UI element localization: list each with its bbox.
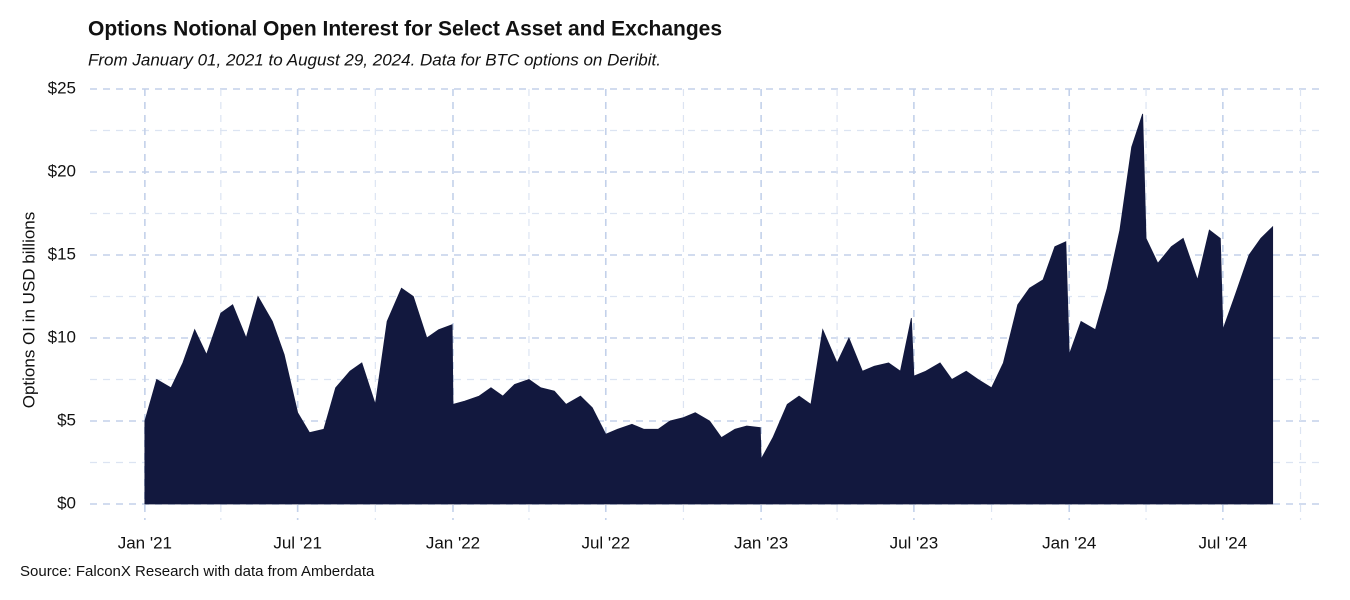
y-axis-label: Options OI in USD billions bbox=[19, 212, 38, 409]
y-tick-label: $15 bbox=[48, 244, 76, 263]
x-tick-label: Jan '23 bbox=[734, 533, 788, 552]
plot bbox=[144, 113, 1274, 505]
x-tick-label: Jan '24 bbox=[1042, 533, 1096, 552]
y-tick-label: $0 bbox=[57, 493, 76, 512]
x-tick-label: Jan '22 bbox=[426, 533, 480, 552]
x-tick-label: Jul '21 bbox=[273, 533, 322, 552]
source: Source: FalconX Research with data from … bbox=[20, 563, 375, 580]
y-tick-label: $5 bbox=[57, 410, 76, 429]
x-tick-label: Jul '24 bbox=[1199, 533, 1248, 552]
chart-subtitle: From January 01, 2021 to August 29, 2024… bbox=[88, 50, 661, 69]
x-tick-label: Jul '23 bbox=[890, 533, 939, 552]
y-tick-label: $25 bbox=[48, 78, 76, 97]
chart-title: Options Notional Open Interest for Selec… bbox=[88, 18, 722, 41]
area bbox=[144, 113, 1274, 505]
x-tick-label: Jan '21 bbox=[118, 533, 172, 552]
y-tick-label: $20 bbox=[48, 161, 76, 180]
x-tick-label: Jul '22 bbox=[581, 533, 630, 552]
y-tick-label: $10 bbox=[48, 327, 76, 346]
